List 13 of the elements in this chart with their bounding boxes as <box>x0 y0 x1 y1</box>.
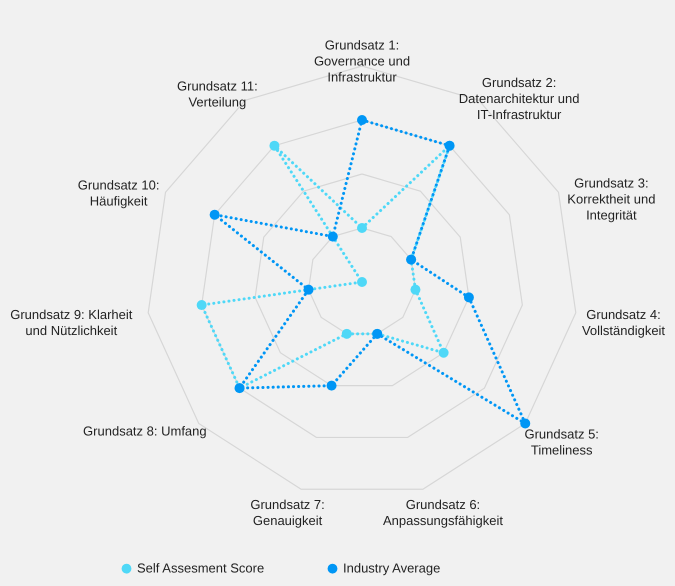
spoke-label: Grundsatz 8: Umfang <box>83 424 207 439</box>
spoke-label: Grundsatz 1: Governance und Infrastruktur <box>314 37 410 84</box>
legend-label: Self Assesment Score <box>137 560 264 576</box>
spoke-label: Grundsatz 3: Korrektheit und Integrität <box>567 176 656 223</box>
spoke-label: Grundsatz 6: Anpassungsfähigkeit <box>382 497 504 528</box>
spoke-label: Grundsatz 10: Häufigkeit <box>78 177 160 208</box>
spoke-label: Grundsatz 11: Verteilung <box>177 78 258 110</box>
spoke-label: Grundsatz 9: Klarheit und Nützlichkeit <box>10 307 133 338</box>
spoke-label: Grundsatz 5: Timeliness <box>524 426 599 458</box>
spoke-label: Grundsatz 2: Datenarchitektur und IT-Infrastruktur <box>458 74 580 122</box>
legend-label: Industry Average <box>343 560 440 576</box>
spoke-label: Grundsatz 4: Vollständigkeit <box>582 307 666 338</box>
spoke-label: Grundsatz 7: Genauigkeit <box>250 497 325 528</box>
